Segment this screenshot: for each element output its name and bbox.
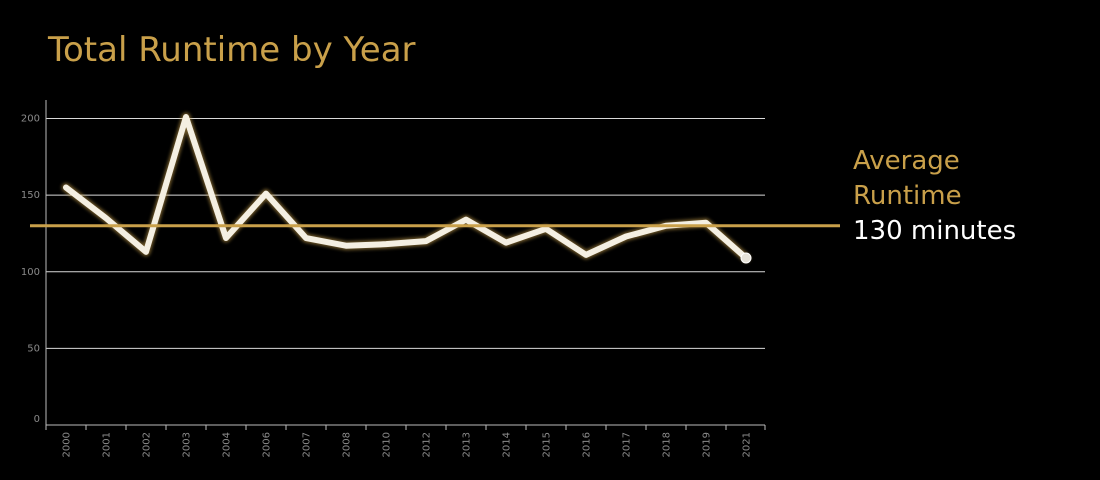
y-tick-label: 150 bbox=[21, 190, 40, 201]
x-tick-label: 2015 bbox=[542, 432, 553, 457]
x-tick-label: 2001 bbox=[102, 432, 113, 457]
x-tick-label: 2003 bbox=[182, 432, 193, 457]
x-tick-label: 2019 bbox=[702, 432, 713, 457]
x-tick-label: 2008 bbox=[342, 432, 353, 457]
x-tick-label: 2000 bbox=[62, 432, 73, 457]
x-tick-label: 2017 bbox=[622, 432, 633, 457]
x-tick-label: 2013 bbox=[462, 432, 473, 457]
average-annotation: Average Runtime 130 minutes bbox=[853, 144, 1023, 249]
axes bbox=[45, 100, 765, 426]
x-tick-label: 2006 bbox=[262, 432, 273, 457]
x-tick-label: 2021 bbox=[742, 432, 753, 457]
x-axis-ticks: 2000 2001 2002 2003 2004 2006 2007 2008 2010 2012… bbox=[45, 425, 766, 457]
y-tick-label: 0 bbox=[34, 414, 40, 425]
y-axis-ticks: 0 50 100 150 200 bbox=[21, 114, 40, 426]
x-tick-label: 2010 bbox=[382, 432, 393, 457]
series-line bbox=[63, 113, 749, 261]
y-tick-label: 50 bbox=[27, 343, 40, 354]
average-label: Average Runtime bbox=[853, 146, 962, 211]
average-value: 130 minutes bbox=[853, 216, 1017, 246]
x-tick-label: 2002 bbox=[142, 432, 153, 457]
chart-title: Total Runtime by Year bbox=[48, 30, 416, 70]
y-tick-label: 100 bbox=[21, 267, 40, 278]
x-tick-label: 2012 bbox=[422, 432, 433, 457]
series-endpoint-marker bbox=[740, 252, 752, 264]
x-tick-label: 2016 bbox=[582, 432, 593, 457]
x-tick-label: 2007 bbox=[302, 432, 313, 457]
x-tick-label: 2014 bbox=[502, 432, 513, 457]
series-runtime bbox=[61, 112, 752, 264]
y-tick-label: 200 bbox=[21, 114, 40, 125]
x-tick-label: 2004 bbox=[222, 432, 233, 457]
x-tick-label: 2018 bbox=[662, 432, 673, 457]
